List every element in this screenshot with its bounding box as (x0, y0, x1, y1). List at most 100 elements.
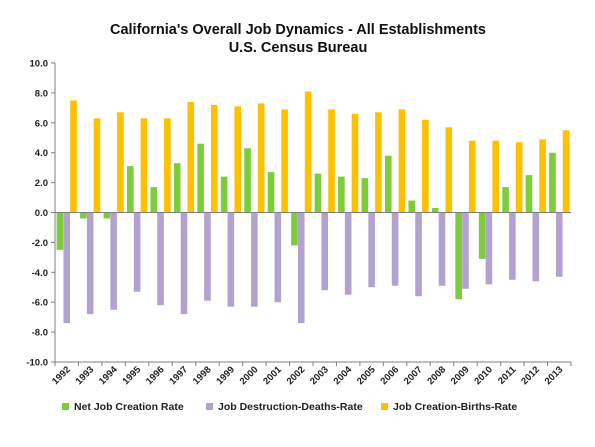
bar-net-job-creation-rate-1999 (220, 176, 228, 213)
bar-net-job-creation-rate-1993 (80, 212, 87, 219)
bar-job-creation-births-rate-1996 (164, 118, 171, 213)
x-tick-label: 1997 (167, 364, 190, 387)
bar-job-creation-births-rate-1999 (234, 106, 242, 213)
legend-label-job-creation-births-rate: Job Creation-Births-Rate (393, 401, 517, 413)
bar-job-destruction-deaths-rate-2009 (462, 212, 469, 289)
bar-job-creation-births-rate-1998 (210, 104, 218, 213)
legend-label-job-destruction-deaths-rate: Job Destruction-Deaths-Rate (218, 401, 363, 413)
x-tick-label: 1995 (120, 364, 143, 387)
legend-label-net-job-creation-rate: Net Job Creation Rate (74, 401, 184, 413)
bar-job-destruction-deaths-rate-2012 (532, 212, 540, 282)
bar-job-destruction-deaths-rate-1999 (227, 212, 235, 307)
y-tick-label: 4.0 (35, 148, 48, 159)
bar-job-destruction-deaths-rate-2001 (274, 212, 282, 303)
y-tick-label: 2.0 (35, 178, 48, 189)
legend: Net Job Creation Rate Job Destruction-Dea… (62, 401, 517, 413)
bar-job-creation-births-rate-1994 (117, 112, 124, 213)
y-tick-label: -2.0 (32, 238, 48, 249)
bar-job-creation-births-rate-2011 (515, 142, 523, 213)
x-tick-label: 1999 (214, 364, 237, 387)
bar-net-job-creation-rate-1992 (56, 212, 64, 250)
bar-job-creation-births-rate-2001 (281, 109, 288, 213)
bar-net-job-creation-rate-1997 (173, 163, 181, 213)
bar-job-creation-births-rate-2000 (257, 103, 265, 213)
bar-job-creation-births-rate-2009 (468, 140, 476, 213)
bar-job-creation-births-rate-1995 (140, 118, 148, 213)
bar-job-creation-births-rate-2002 (304, 91, 312, 213)
bar-net-job-creation-rate-2013 (549, 152, 556, 213)
bar-job-creation-births-rate-2005 (375, 112, 382, 213)
chart-subtitle: U.S. Census Bureau (229, 40, 368, 56)
plot-area (56, 91, 570, 324)
x-tick-label: 2003 (308, 364, 331, 387)
x-tick-label: 2011 (496, 364, 519, 387)
bar-net-job-creation-rate-2005 (361, 178, 369, 213)
bar-net-job-creation-rate-2006 (384, 155, 392, 213)
x-tick-label: 2009 (449, 364, 472, 387)
y-tick-label: 0.0 (35, 208, 48, 219)
bar-job-destruction-deaths-rate-2005 (368, 212, 375, 288)
bar-job-creation-births-rate-2012 (539, 139, 546, 213)
chart-title: California's Overall Job Dynamics - All … (110, 22, 486, 38)
x-tick-label: 2013 (543, 364, 566, 387)
y-axis: 10.0 8.0 6.0 4.0 2.0 0.0 -2.0 -4.0 -6.0 -8.0 -10.0 (26, 59, 56, 369)
y-tick-label: 8.0 (35, 88, 48, 99)
bar-job-destruction-deaths-rate-2008 (438, 212, 446, 286)
bar-net-job-creation-rate-2010 (478, 212, 486, 259)
bar-job-destruction-deaths-rate-2003 (321, 212, 329, 291)
bar-net-job-creation-rate-2008 (431, 208, 439, 213)
bar-net-job-creation-rate-2002 (291, 212, 298, 246)
x-tick-label: 2001 (261, 364, 284, 387)
bar-job-destruction-deaths-rate-2000 (251, 212, 258, 307)
legend-swatch-job-destruction-deaths-rate (206, 403, 213, 410)
bar-net-job-creation-rate-2003 (314, 173, 322, 213)
x-tick-label: 2000 (238, 364, 261, 387)
y-tick-label: 6.0 (35, 118, 48, 129)
bar-job-creation-births-rate-2003 (328, 109, 335, 213)
bar-job-destruction-deaths-rate-1992 (63, 212, 71, 324)
bar-job-creation-births-rate-2010 (492, 140, 500, 213)
x-tick-label: 1993 (74, 364, 97, 387)
bar-net-job-creation-rate-2000 (244, 148, 251, 213)
bar-job-creation-births-rate-2007 (422, 119, 429, 213)
bar-job-destruction-deaths-rate-1997 (180, 212, 188, 315)
bar-job-creation-births-rate-2004 (351, 113, 359, 213)
bar-job-creation-births-rate-2008 (445, 127, 453, 213)
legend-swatch-job-creation-births-rate (381, 403, 388, 410)
x-tick-label: 2005 (355, 364, 378, 387)
bar-job-destruction-deaths-rate-1996 (157, 212, 164, 306)
bar-job-destruction-deaths-rate-2010 (485, 212, 493, 285)
bar-net-job-creation-rate-2012 (525, 175, 533, 213)
bar-net-job-creation-rate-2004 (338, 176, 345, 213)
x-tick-label: 1992 (50, 364, 73, 387)
bar-job-destruction-deaths-rate-1995 (133, 212, 141, 292)
y-tick-label: -10.0 (26, 358, 48, 369)
bar-net-job-creation-rate-2011 (502, 187, 509, 213)
x-tick-label: 1998 (191, 364, 214, 387)
x-tick-label: 2007 (402, 364, 425, 387)
x-tick-label: 1994 (97, 364, 120, 387)
bar-job-creation-births-rate-1992 (70, 100, 77, 213)
bar-job-creation-births-rate-2006 (398, 109, 406, 213)
bar-job-destruction-deaths-rate-1993 (86, 212, 94, 315)
x-tick-label: 2002 (285, 364, 308, 387)
x-axis: 1992 1993 1994 1995 1996 1997 1998 1999 2000 2001… (50, 212, 572, 387)
bar-job-destruction-deaths-rate-1998 (204, 212, 211, 301)
x-tick-label: 2008 (425, 364, 448, 387)
bar-job-destruction-deaths-rate-2004 (344, 212, 352, 295)
bar-job-creation-births-rate-1993 (93, 118, 101, 213)
bar-job-destruction-deaths-rate-2013 (555, 212, 563, 277)
bar-net-job-creation-rate-2009 (455, 212, 462, 300)
bar-job-destruction-deaths-rate-2006 (391, 212, 399, 286)
bar-job-destruction-deaths-rate-2002 (297, 212, 305, 324)
bar-net-job-creation-rate-2001 (267, 172, 275, 213)
bar-net-job-creation-rate-1996 (150, 187, 158, 213)
bar-net-job-creation-rate-2007 (408, 200, 416, 213)
bar-job-destruction-deaths-rate-1994 (110, 212, 117, 310)
bar-job-creation-births-rate-1997 (187, 101, 195, 213)
x-tick-label: 2012 (519, 364, 542, 387)
y-tick-label: -6.0 (32, 298, 48, 309)
x-tick-label: 2010 (472, 364, 495, 387)
bar-job-destruction-deaths-rate-2007 (415, 212, 422, 297)
